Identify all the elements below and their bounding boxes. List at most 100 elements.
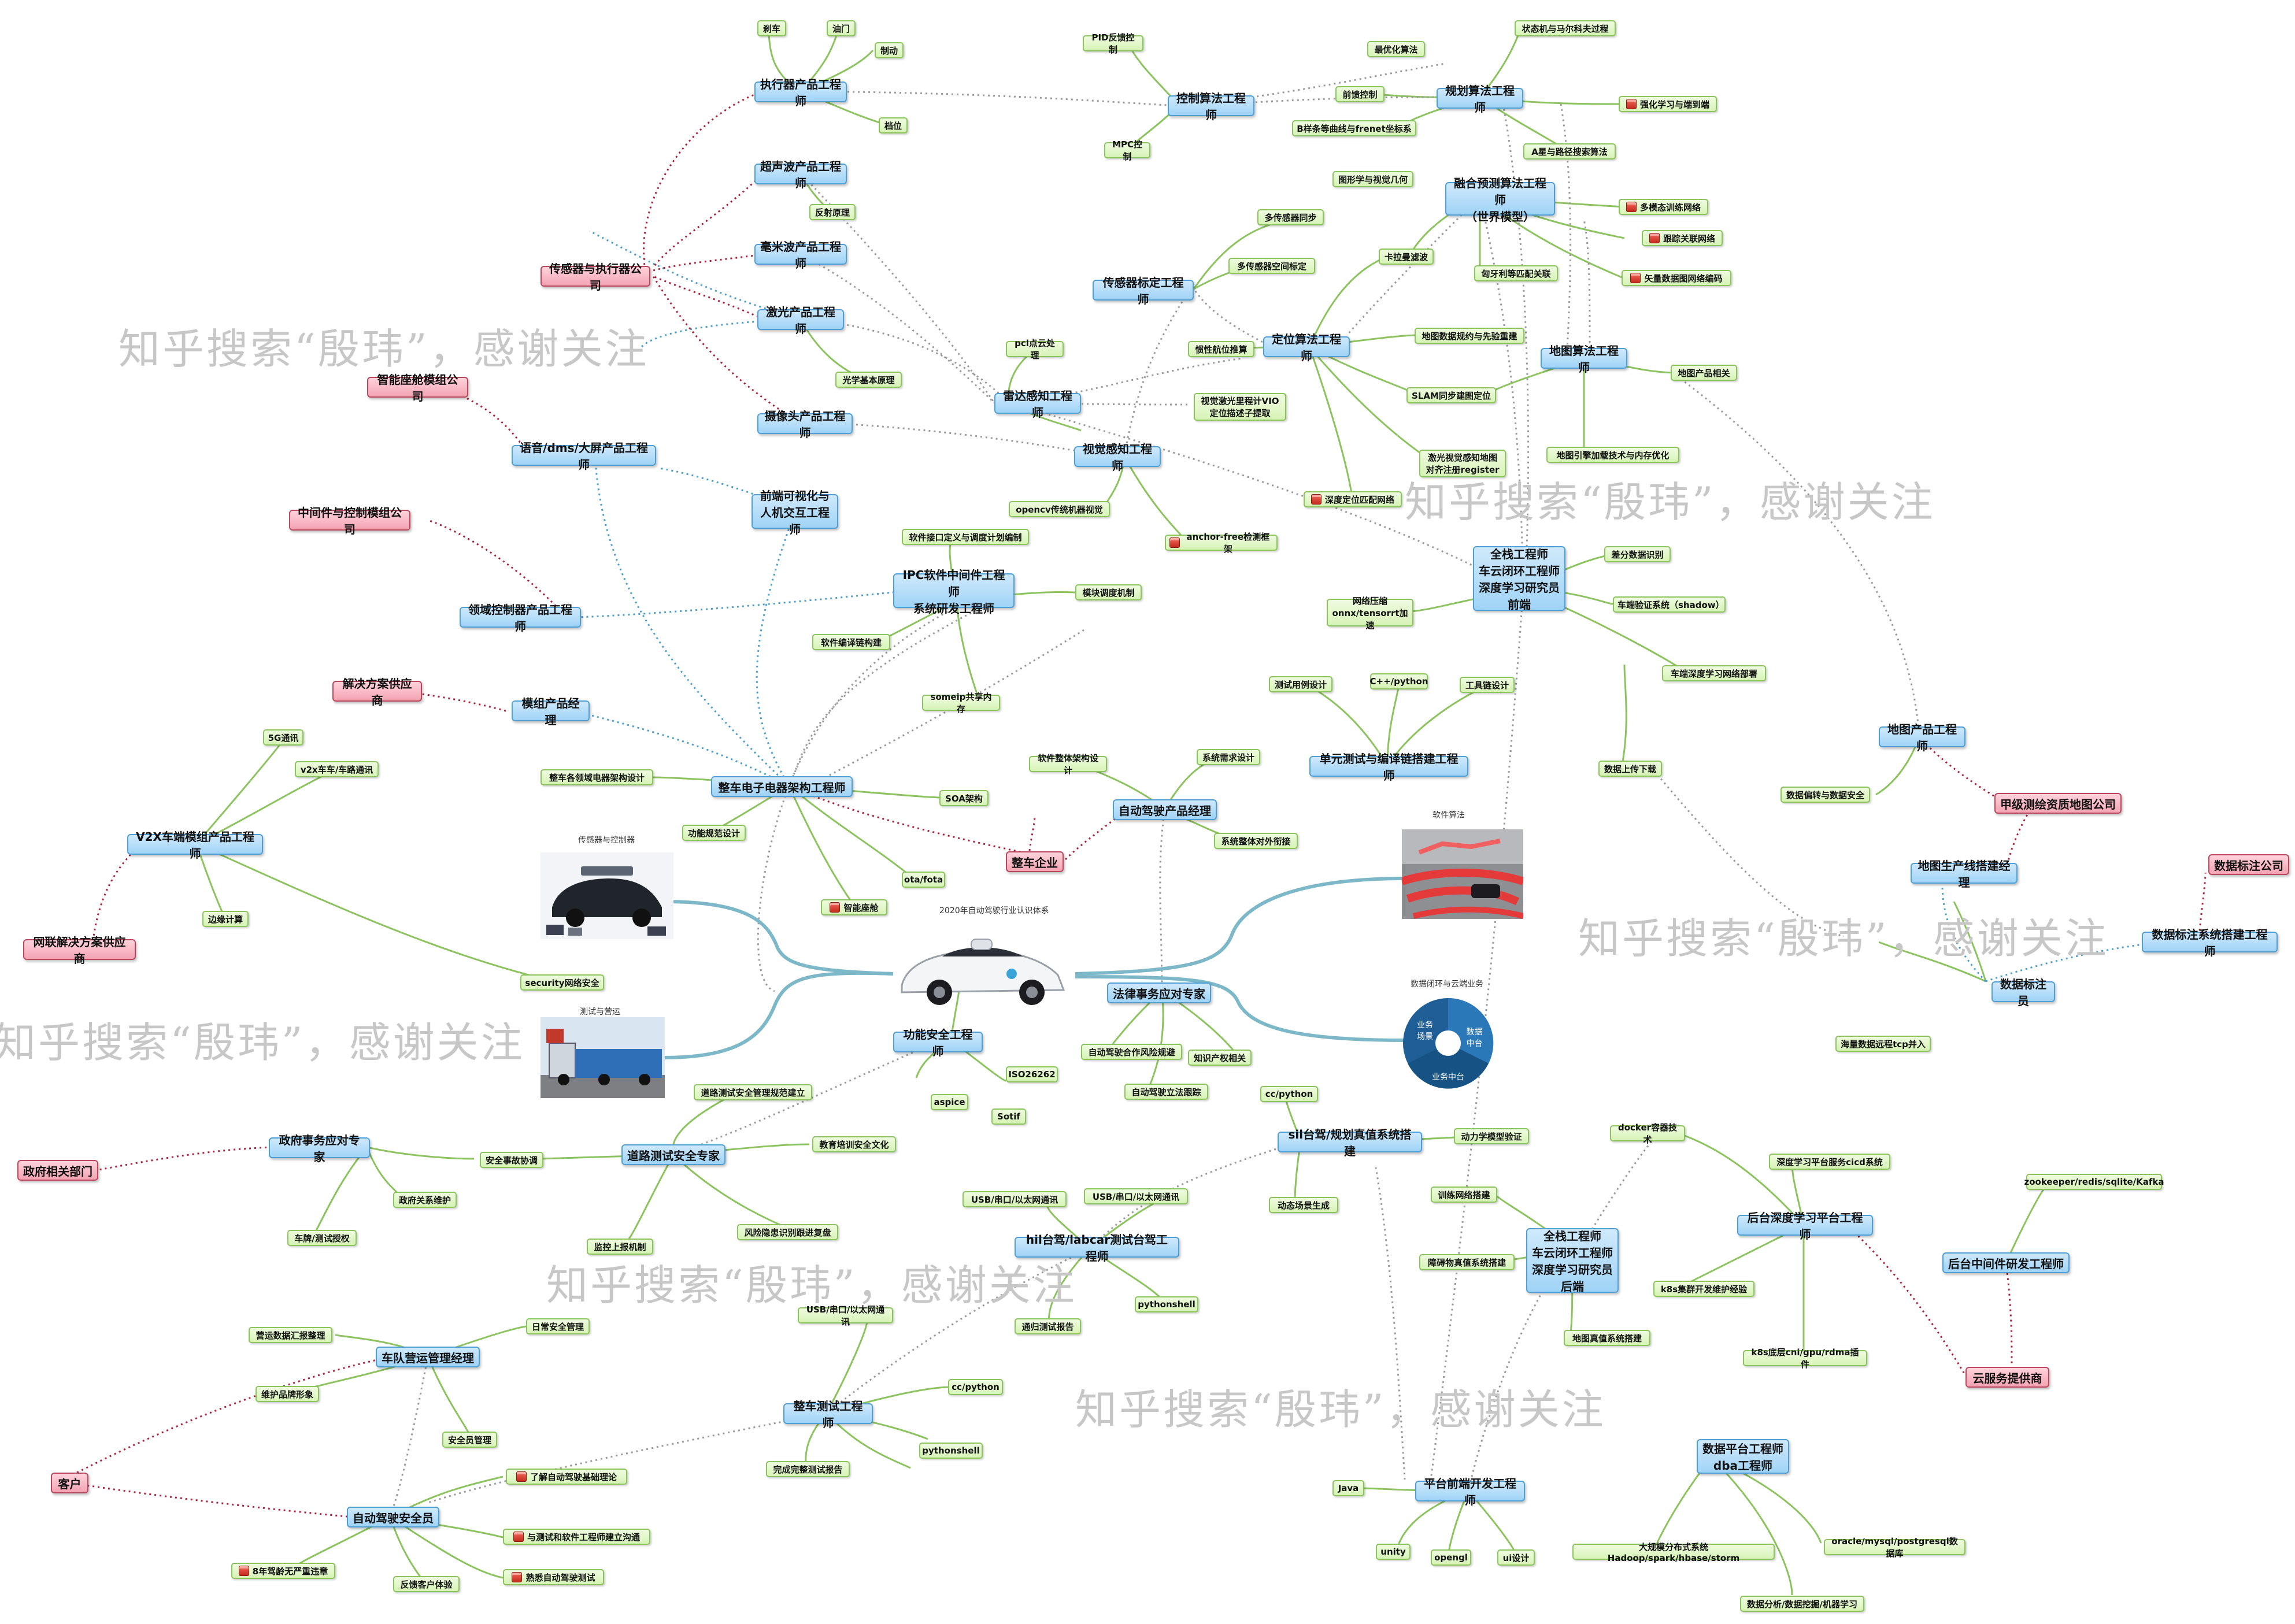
node-function-spec-design[interactable]: 功能规范设计 bbox=[682, 825, 746, 841]
node-optics-principle[interactable]: 光学基本原理 bbox=[835, 372, 902, 388]
node-map-product-related[interactable]: 地图产品相关 bbox=[1671, 365, 1737, 381]
node-actuator-engineer[interactable]: 执行器产品工程师 bbox=[754, 77, 847, 108]
node-tracking-association[interactable]: 跟踪关联网络 bbox=[1642, 230, 1723, 246]
node-dynamic-scene-generation[interactable]: 动态场景生成 bbox=[1269, 1197, 1338, 1213]
node-someip-shared-memory[interactable]: someip共享内存 bbox=[922, 692, 1000, 714]
node-fusion-prediction-engineer[interactable]: 融合预测算法工程师 （世界模型） bbox=[1445, 176, 1555, 224]
node-smart-cockpit[interactable]: 智能座舱 bbox=[821, 899, 887, 915]
node-kalman-filter[interactable]: 卡拉曼滤波 bbox=[1379, 249, 1434, 265]
node-vehicle-test-engineer[interactable]: 整车测试工程师 bbox=[783, 1399, 873, 1430]
node-toolchain-design[interactable]: 工具链设计 bbox=[1460, 677, 1515, 693]
node-bspline-frenet[interactable]: B样条等曲线与frenet坐标系 bbox=[1292, 120, 1416, 136]
node-mpc-control[interactable]: MPC控制 bbox=[1104, 139, 1150, 162]
node-map-ground-truth[interactable]: 地图真值系统搭建 bbox=[1564, 1330, 1650, 1346]
node-government-relations[interactable]: 政府关系维护 bbox=[393, 1192, 457, 1208]
node-iso26262[interactable]: ISO26262 bbox=[1006, 1066, 1058, 1082]
node-data-labeler[interactable]: 数据标注员 bbox=[1992, 977, 2055, 1008]
node-surveying-map-company[interactable]: 甲级测绘资质地图公司 bbox=[1994, 793, 2122, 814]
node-maintain-brand-image[interactable]: 维护品牌形象 bbox=[256, 1386, 319, 1402]
node-obstacle-ground-truth[interactable]: 障碍物真值系统搭建 bbox=[1419, 1254, 1515, 1270]
node-cpp-python[interactable]: C++/python bbox=[1370, 673, 1428, 689]
node-inertial-navigation[interactable]: 惯性航位推算 bbox=[1188, 341, 1254, 357]
node-sotif[interactable]: Sotif bbox=[991, 1108, 1026, 1125]
node-visual-lidar-odometry[interactable]: 视觉激光里程计VIO 定位描述子提取 bbox=[1194, 393, 1286, 421]
node-sil-simulation-engineer[interactable]: sil台驾/规划真值系统搭建 bbox=[1278, 1128, 1422, 1158]
node-road-test-safety-expert[interactable]: 道路测试安全专家 bbox=[621, 1144, 725, 1165]
node-differential-data-recognition[interactable]: 差分数据识别 bbox=[1604, 546, 1671, 562]
node-oem-vehicle-company[interactable]: 整车企业 bbox=[1006, 851, 1064, 872]
node-radar-perception-engineer[interactable]: 雷达感知工程师 bbox=[994, 389, 1081, 420]
node-zookeeper-redis-kafka[interactable]: zookeeper/redis/sqlite/Kafka bbox=[2024, 1174, 2164, 1190]
node-cc-python-sil[interactable]: cc/python bbox=[1260, 1086, 1318, 1102]
node-pythonshell-vehicle[interactable]: pythonshell bbox=[919, 1443, 983, 1459]
node-cc-python-vehicle[interactable]: cc/python bbox=[948, 1379, 1003, 1395]
node-slam[interactable]: SLAM同步建图定位 bbox=[1406, 387, 1496, 403]
node-safety-accident-coordination[interactable]: 安全事故协调 bbox=[480, 1152, 543, 1168]
node-ee-architecture-engineer[interactable]: 整车电子电器架构工程师 bbox=[711, 776, 853, 797]
node-voice-dms-screen-engineer[interactable]: 语音/dms/大屏产品工程师 bbox=[512, 441, 656, 472]
node-vehicle-dl-deployment[interactable]: 车端深度学习网络部署 bbox=[1662, 665, 1766, 681]
node-unit-test-toolchain-engineer[interactable]: 单元测试与编译链搭建工程师 bbox=[1309, 752, 1468, 783]
node-software-interface-definition[interactable]: 软件接口定义与调度计划编制 bbox=[902, 529, 1029, 545]
node-data-encryption-security[interactable]: 数据偏转与数据安全 bbox=[1781, 787, 1870, 803]
node-frontend-hmi-engineer[interactable]: 前端可视化与 人机交互工程师 bbox=[752, 489, 838, 536]
node-communicate-engineers[interactable]: 与测试和软件工程师建立沟通 bbox=[503, 1529, 650, 1545]
node-localization-engineer[interactable]: 定位算法工程师 bbox=[1263, 332, 1350, 363]
node-middleware-control-company[interactable]: 中间件与控制模组公司 bbox=[289, 506, 410, 536]
node-soa-architecture[interactable]: SOA架构 bbox=[939, 790, 989, 806]
node-module-scheduling[interactable]: 模块调度机制 bbox=[1075, 584, 1142, 600]
node-massive-data-tcp[interactable]: 海量数据远程tcp并入 bbox=[1835, 1036, 1931, 1052]
node-data-labeling-company[interactable]: 数据标注公司 bbox=[2208, 854, 2289, 875]
node-data-platform-dba-engineer[interactable]: 数据平台工程师 dba工程师 bbox=[1697, 1439, 1789, 1474]
node-camera-engineer[interactable]: 摄像头产品工程师 bbox=[757, 409, 853, 440]
node-ee-domain-design[interactable]: 整车各领域电器架构设计 bbox=[541, 769, 653, 785]
node-5g-communication[interactable]: 5G通讯 bbox=[263, 729, 303, 746]
node-throttle[interactable]: 油门 bbox=[827, 20, 856, 36]
node-operation-data-report[interactable]: 营运数据汇报整理 bbox=[249, 1327, 332, 1343]
node-test-case-design[interactable]: 测试用例设计 bbox=[1269, 676, 1332, 692]
node-ad-product-manager[interactable]: 自动驾驶产品经理 bbox=[1113, 799, 1217, 820]
node-usb-serial-ethernet-1[interactable]: USB/串口/以太网通讯 bbox=[963, 1191, 1067, 1207]
node-optimization-algorithm[interactable]: 最优化算法 bbox=[1367, 41, 1425, 57]
node-docker-container[interactable]: docker容器技术 bbox=[1610, 1122, 1685, 1145]
node-software-architecture-design[interactable]: 软件整体架构设计 bbox=[1029, 753, 1107, 776]
node-v2x-solution-supplier[interactable]: 网联解决方案供应商 bbox=[23, 935, 136, 966]
node-planning-algorithm-engineer[interactable]: 规划算法工程师 bbox=[1437, 84, 1523, 114]
node-road-test-safety-spec[interactable]: 道路测试安全管理规范建立 bbox=[694, 1084, 812, 1100]
node-customer[interactable]: 客户 bbox=[51, 1473, 88, 1493]
node-ipc-middleware-engineer[interactable]: IPC软件中间件工程师 系统研发工程师 bbox=[893, 568, 1015, 616]
node-safety-driver[interactable]: 自动驾驶安全员 bbox=[347, 1507, 439, 1527]
node-government-affairs-expert[interactable]: 政府事务应对专家 bbox=[269, 1133, 370, 1164]
node-reflection-principle[interactable]: 反射原理 bbox=[809, 204, 856, 220]
node-risk-identification-review[interactable]: 风险隐患识别跟进复盘 bbox=[737, 1224, 838, 1240]
node-java[interactable]: Java bbox=[1332, 1480, 1364, 1496]
node-platform-frontend-engineer[interactable]: 平台前端开发工程师 bbox=[1415, 1477, 1525, 1507]
node-monitoring-reporting[interactable]: 监控上报机制 bbox=[587, 1239, 653, 1255]
node-feedforward-control[interactable]: 前馈控制 bbox=[1335, 86, 1385, 102]
node-safety-officer-management[interactable]: 安全员管理 bbox=[442, 1432, 497, 1448]
node-gear[interactable]: 档位 bbox=[879, 117, 908, 134]
node-opencv-vision[interactable]: opencv传统机器视觉 bbox=[1009, 501, 1110, 517]
node-license-test-authorization[interactable]: 车牌/测试授权 bbox=[287, 1230, 357, 1246]
node-software-build-chain[interactable]: 软件编译链构建 bbox=[812, 634, 890, 650]
node-k8s-plugins[interactable]: k8s底层cni/gpu/rdma插件 bbox=[1743, 1347, 1867, 1370]
node-pid-control[interactable]: PID反馈控制 bbox=[1083, 32, 1143, 55]
node-education-safety-culture[interactable]: 教育培训安全文化 bbox=[812, 1136, 896, 1152]
node-reinforcement-learning[interactable]: 强化学习与端到端 bbox=[1619, 96, 1717, 112]
node-ui-design[interactable]: ui设计 bbox=[1497, 1549, 1535, 1566]
node-lidar-engineer[interactable]: 激光产品工程师 bbox=[757, 305, 844, 336]
node-network-compression[interactable]: 网络压缩 onnx/tensorrt加速 bbox=[1327, 596, 1413, 631]
node-shadow-validation[interactable]: 车端验证系统（shadow） bbox=[1613, 596, 1726, 613]
node-module-product-manager[interactable]: 模组产品经理 bbox=[512, 696, 590, 727]
node-domain-controller-engineer[interactable]: 领域控制器产品工程师 bbox=[460, 603, 581, 633]
node-system-requirement-design[interactable]: 系统需求设计 bbox=[1197, 749, 1260, 765]
node-8-year-driving-record[interactable]: 8年驾龄无严重违章 bbox=[231, 1563, 335, 1579]
node-v2x-communication[interactable]: v2x车车/车路通讯 bbox=[295, 761, 379, 777]
node-learn-ad-theory[interactable]: 了解自动驾驶基础理论 bbox=[506, 1469, 627, 1485]
node-training-network-setup[interactable]: 训练网络搭建 bbox=[1431, 1187, 1497, 1203]
node-familiar-ad-testing[interactable]: 熟悉自动驾驶测试 bbox=[503, 1569, 604, 1585]
node-k8s-cluster[interactable]: k8s集群开发维护经验 bbox=[1653, 1281, 1754, 1297]
node-sensor-calibration-engineer[interactable]: 传感器标定工程师 bbox=[1093, 276, 1194, 306]
node-fullstack-backend-engineer[interactable]: 全栈工程师 车云闭环工程师 深度学习研究员 后端 bbox=[1526, 1228, 1619, 1293]
node-braking[interactable]: 制动 bbox=[875, 42, 904, 58]
